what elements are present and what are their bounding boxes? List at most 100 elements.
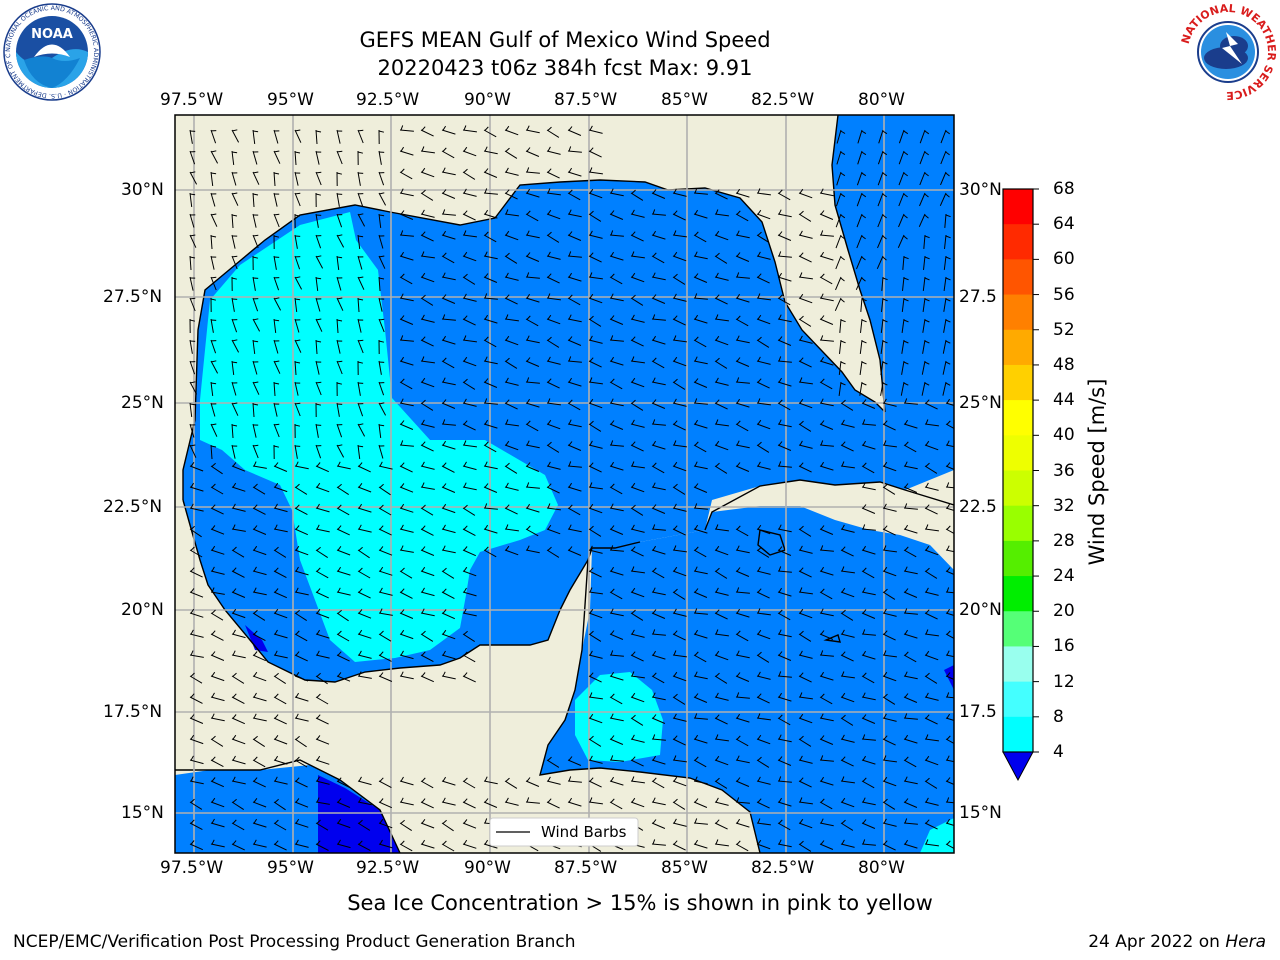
wind-barb-flag xyxy=(463,651,468,656)
wind-barb xyxy=(756,444,770,453)
wind-barb xyxy=(210,402,216,417)
wind-barb-flag xyxy=(484,839,489,845)
wind-barb-flag xyxy=(757,314,762,320)
wind-barb xyxy=(546,444,560,453)
wind-barb-flag xyxy=(232,503,236,509)
wind-barb-flag xyxy=(400,567,405,572)
wind-barb-flag xyxy=(337,256,343,259)
wind-barb-flag xyxy=(673,630,678,635)
wind-barb xyxy=(504,297,518,305)
wind-barb-flag xyxy=(463,335,467,341)
wind-barb xyxy=(420,507,434,516)
wind-barb-flag xyxy=(736,420,741,425)
wind-barb-flag xyxy=(211,423,217,426)
wind-barb-flag xyxy=(841,671,845,677)
wind-barb-flag xyxy=(715,692,719,698)
wind-barb-flag xyxy=(295,798,300,803)
wind-barb xyxy=(189,528,202,538)
wind-barb-flag xyxy=(274,608,279,614)
wind-barb-flag xyxy=(903,214,908,219)
wind-barb-flag xyxy=(778,377,783,383)
wind-barb xyxy=(483,150,498,155)
wind-barb xyxy=(857,150,863,165)
wind-barb xyxy=(672,423,686,431)
wind-barb-flag xyxy=(946,587,950,593)
wind-barb-flag xyxy=(336,172,343,175)
wind-barb-flag xyxy=(883,798,888,803)
wind-barb xyxy=(588,717,603,724)
wind-barb-flag xyxy=(946,777,951,782)
colorbar-tick-label: 32 xyxy=(1053,495,1075,516)
wind-barb-flag xyxy=(820,755,824,761)
wind-barb-flag xyxy=(232,339,238,342)
wind-barb-flag xyxy=(190,755,194,761)
wind-barb-flag xyxy=(547,356,551,362)
wind-barb xyxy=(483,528,498,534)
wind-barb xyxy=(546,486,560,494)
wind-barb xyxy=(924,570,938,579)
wind-barb-flag xyxy=(400,230,404,236)
wind-barb-flag xyxy=(883,693,888,698)
wind-barb-flag xyxy=(631,651,636,656)
colorbar-swatch xyxy=(1003,189,1033,225)
wind-barb xyxy=(231,570,245,578)
wind-barb xyxy=(945,528,954,535)
wind-barb xyxy=(756,717,771,721)
wind-barb-flag xyxy=(505,167,509,173)
wind-barb xyxy=(378,549,393,556)
wind-barb-flag xyxy=(547,798,552,803)
wind-barb xyxy=(504,234,519,241)
wind-barb-flag xyxy=(862,419,866,425)
wind-barb-flag xyxy=(673,818,677,824)
wind-barb xyxy=(567,213,582,218)
wind-barb xyxy=(462,801,476,809)
wind-barb xyxy=(588,360,602,368)
wind-barb xyxy=(504,486,519,491)
wind-barb-flag xyxy=(547,209,552,215)
wind-barb xyxy=(756,696,770,704)
wind-barb xyxy=(714,213,729,217)
wind-barb xyxy=(210,213,218,227)
wind-barb xyxy=(189,255,192,271)
wind-barb-flag xyxy=(379,672,384,677)
wind-barb xyxy=(315,129,318,145)
wind-barb-flag xyxy=(358,588,363,593)
wind-barb xyxy=(462,528,476,537)
wind-barb xyxy=(693,234,707,243)
wind-barb xyxy=(714,339,729,346)
wind-barb xyxy=(441,528,456,534)
wind-barb-flag xyxy=(673,650,677,656)
wind-barb xyxy=(672,360,687,367)
wind-barb-flag xyxy=(232,546,237,551)
wind-barb xyxy=(441,801,456,806)
wind-barb-flag xyxy=(379,546,384,551)
wind-barb xyxy=(798,192,813,199)
wind-barb-flag xyxy=(862,440,867,446)
footer-date-text: 24 Apr 2022 on xyxy=(1088,932,1226,952)
wind-barb xyxy=(399,633,414,640)
wind-barb-flag xyxy=(316,797,320,803)
wind-barb xyxy=(504,171,519,176)
colorbar-swatch xyxy=(1003,505,1033,542)
wind-barb xyxy=(819,423,834,430)
wind-barb-flag xyxy=(336,382,343,385)
wind-barb-flag xyxy=(924,193,929,198)
wind-barb xyxy=(882,423,896,431)
wind-barb xyxy=(756,528,771,535)
wind-barb-flag xyxy=(610,503,614,509)
wind-barb-flag xyxy=(904,503,908,509)
wind-barb-flag xyxy=(274,735,279,740)
wind-barb xyxy=(294,402,301,417)
wind-barb xyxy=(378,465,393,470)
wind-barb-flag xyxy=(778,797,783,803)
wind-barb xyxy=(525,318,539,327)
wind-barb xyxy=(504,255,518,264)
wind-barb xyxy=(378,360,382,375)
wind-barb-flag xyxy=(904,798,909,803)
colorbar-swatch xyxy=(1003,364,1033,401)
wind-barb-flag xyxy=(903,382,909,386)
wind-barb xyxy=(840,696,855,703)
wind-barb xyxy=(462,591,477,597)
wind-barb-flag xyxy=(442,399,447,404)
wind-barb-flag xyxy=(400,545,404,551)
